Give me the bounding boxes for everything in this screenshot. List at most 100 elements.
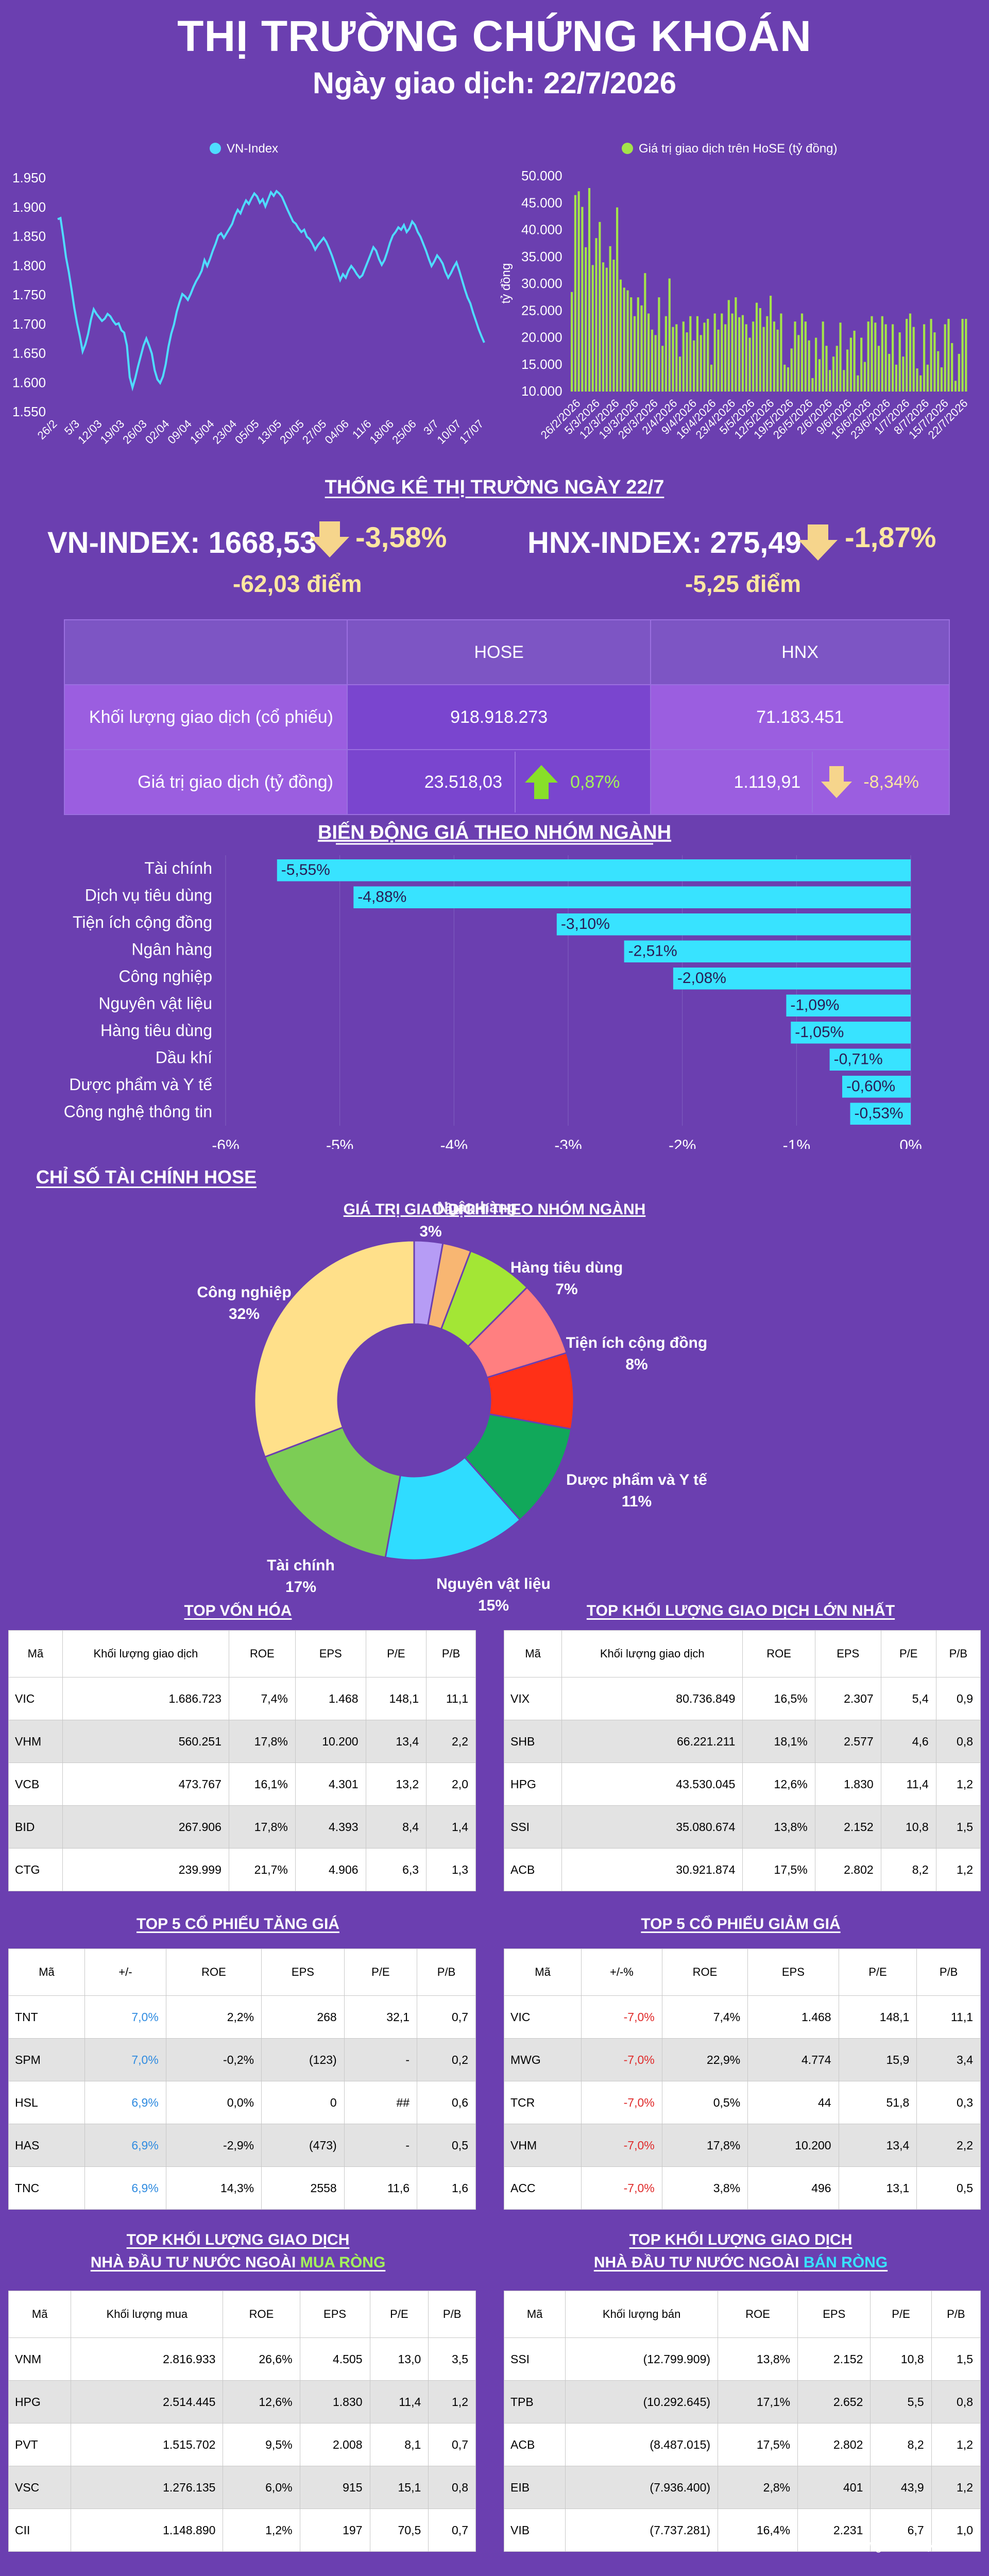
- hnx-value-pct: -8,34%: [863, 772, 919, 792]
- value-bar: [651, 329, 653, 392]
- table-cell: 6,3: [365, 1848, 427, 1891]
- ban-rong-title-1: TOP KHỐI LƯỢNG GIAO DỊCH: [629, 2231, 852, 2248]
- line-xtick: 02/04: [143, 417, 172, 447]
- table-cell: 10,8: [870, 2337, 932, 2381]
- table-cell: 22,9%: [661, 2038, 748, 2081]
- value-bar: [678, 357, 681, 392]
- mua-rong-highlight: MUA RÒNG: [300, 2254, 386, 2271]
- line-xtick: 09/04: [165, 417, 194, 447]
- value-bar: [776, 329, 779, 392]
- table-cell: 2.652: [797, 2380, 871, 2424]
- value-bar: [682, 321, 685, 392]
- table-cell: 2558: [261, 2166, 345, 2210]
- bar-ytick: 35.000: [521, 249, 562, 264]
- table-header: P/E: [838, 1948, 917, 1996]
- value-bar: [926, 364, 929, 392]
- sector-bar-label: -2,51%: [628, 943, 677, 960]
- donut-slice: [253, 1240, 415, 1458]
- value-bar: [616, 207, 619, 392]
- value-bar: [951, 343, 953, 392]
- table-header: ROE: [165, 1948, 262, 1996]
- table-cell: 1.468: [295, 1677, 366, 1720]
- table-row: VSC 1.276.135 6,0% 915 15,1 0,8: [8, 2466, 476, 2509]
- table-header: +/-%: [581, 1948, 662, 1996]
- table-cell: 197: [299, 2509, 370, 2552]
- sector-bar: [850, 1103, 911, 1125]
- tang-gia-title: TOP 5 CỔ PHIẾU TĂNG GIÁ: [137, 1916, 339, 1933]
- sector-xtick: -3%: [554, 1137, 582, 1149]
- sector-bar-label: -3,10%: [561, 916, 610, 933]
- table-cell: 239.999: [62, 1848, 229, 1891]
- value-bar: [797, 335, 800, 392]
- value-bar: [581, 207, 584, 392]
- von-hoa-table: Mã Khối lượng giao dịch ROE EPS P/E P/B VIC 1.6…: [8, 1630, 476, 1891]
- table-cell: 0,3: [916, 2081, 981, 2124]
- mua-rong-table: Mã Khối lượng mua ROE EPS P/E P/B VNM 2.816.933…: [8, 2291, 476, 2552]
- table-cell: 4.906: [295, 1848, 366, 1891]
- value-bar: [735, 297, 737, 392]
- ban-rong-table: Mã Khối lượng bán ROE EPS P/E P/B SSI (12.799.9…: [503, 2291, 981, 2552]
- value-bar: [591, 265, 594, 392]
- table-header: Mã: [503, 1948, 582, 1996]
- table-cell: TPB: [503, 2380, 566, 2424]
- table-row: VHM 560.251 17,8% 10.200 13,4 2,2: [8, 1720, 476, 1763]
- value-bar: [867, 321, 869, 392]
- value-bar: [612, 260, 615, 392]
- table-cell: 0,7: [417, 1995, 476, 2039]
- donut-pct-top: 3%: [419, 1223, 441, 1240]
- donut-pct-hang-tieu-dung: 7%: [555, 1281, 577, 1298]
- table-cell: 11,1: [916, 1995, 981, 2039]
- line-ytick: 1.800: [12, 258, 46, 273]
- value-bar: [619, 279, 622, 392]
- table-header: Khối lượng giao dịch: [561, 1630, 743, 1677]
- hnx-index-points: -5,25 điểm: [685, 570, 801, 597]
- value-bar: [790, 348, 793, 392]
- table-cell: -: [344, 2038, 418, 2081]
- table-cell: MWG: [503, 2038, 582, 2081]
- table-cell: SHB: [503, 1720, 562, 1763]
- table-cell: 12,6%: [223, 2380, 300, 2424]
- stats-section-title: THỐNG KÊ THỊ TRƯỜNG NGÀY 22/7: [325, 477, 664, 498]
- table-row: TPB (10.292.645) 17,1% 2.652 5,5 0,8: [503, 2380, 981, 2424]
- table-cell: 6,9%: [84, 2124, 166, 2167]
- value-bar: [766, 316, 769, 392]
- table-row: VIB (7.737.281) 16,4% 2.231 6,7 1,0: [503, 2509, 981, 2552]
- value-bar: [609, 246, 611, 392]
- table-cell: (7.936.400): [565, 2466, 719, 2509]
- value-bar: [919, 375, 922, 392]
- page-subtitle: Ngày giao dịch: 22/7/2026: [313, 66, 676, 100]
- line-ytick: 1.850: [12, 229, 46, 244]
- table-row: HSL 6,9% 0,0% 0 ## 0,6: [8, 2081, 476, 2124]
- table-row: HPG 2.514.445 12,6% 1.830 11,4 1,2: [8, 2380, 476, 2424]
- value-bar: [630, 297, 633, 392]
- table-cell: 6,0%: [223, 2466, 300, 2509]
- von-hoa-title: TOP VỐN HÓA: [184, 1602, 292, 1619]
- table-cell: 5,5: [870, 2380, 932, 2424]
- bar-ytick: 15.000: [521, 357, 562, 372]
- table-cell: -: [344, 2124, 418, 2167]
- table-cell: 7,0%: [84, 1995, 166, 2039]
- table-cell: 1,4: [426, 1805, 476, 1849]
- table-cell: 66.221.211: [561, 1720, 743, 1763]
- line-xtick: 16/04: [187, 417, 217, 447]
- table-cell: 0,5: [417, 2124, 476, 2167]
- table-header: ROE: [223, 2291, 300, 2338]
- table-cell: 32,1: [344, 1995, 418, 2039]
- table-cell: 0,8: [428, 2466, 476, 2509]
- sector-bar: [353, 886, 911, 908]
- table-row: SSI (12.799.909) 13,8% 2.152 10,8 1,5: [503, 2337, 981, 2381]
- value-bar: [871, 316, 873, 392]
- table-row: EIB (7.936.400) 2,8% 401 43,9 1,2: [503, 2466, 981, 2509]
- table-header: EPS: [295, 1630, 366, 1677]
- value-bar: [933, 332, 936, 392]
- bar-ytick: 50.000: [521, 168, 562, 183]
- table-header: P/E: [365, 1630, 427, 1677]
- giam-gia-table: Mã +/-% ROE EPS P/E P/B VIC -7,0% 7,4% 1.468 148,1…: [503, 1948, 981, 2210]
- table-header: Khối lượng bán: [565, 2291, 719, 2338]
- top-charts: VN-Index 1.550 1.600 1.650 1.700 1.750 1.800 1.…: [12, 142, 970, 447]
- bar-ytick: 30.000: [521, 276, 562, 291]
- value-bar: [954, 381, 957, 392]
- value-bar: [843, 370, 845, 392]
- value-bar: [965, 318, 967, 392]
- table-cell: HPG: [8, 2380, 72, 2424]
